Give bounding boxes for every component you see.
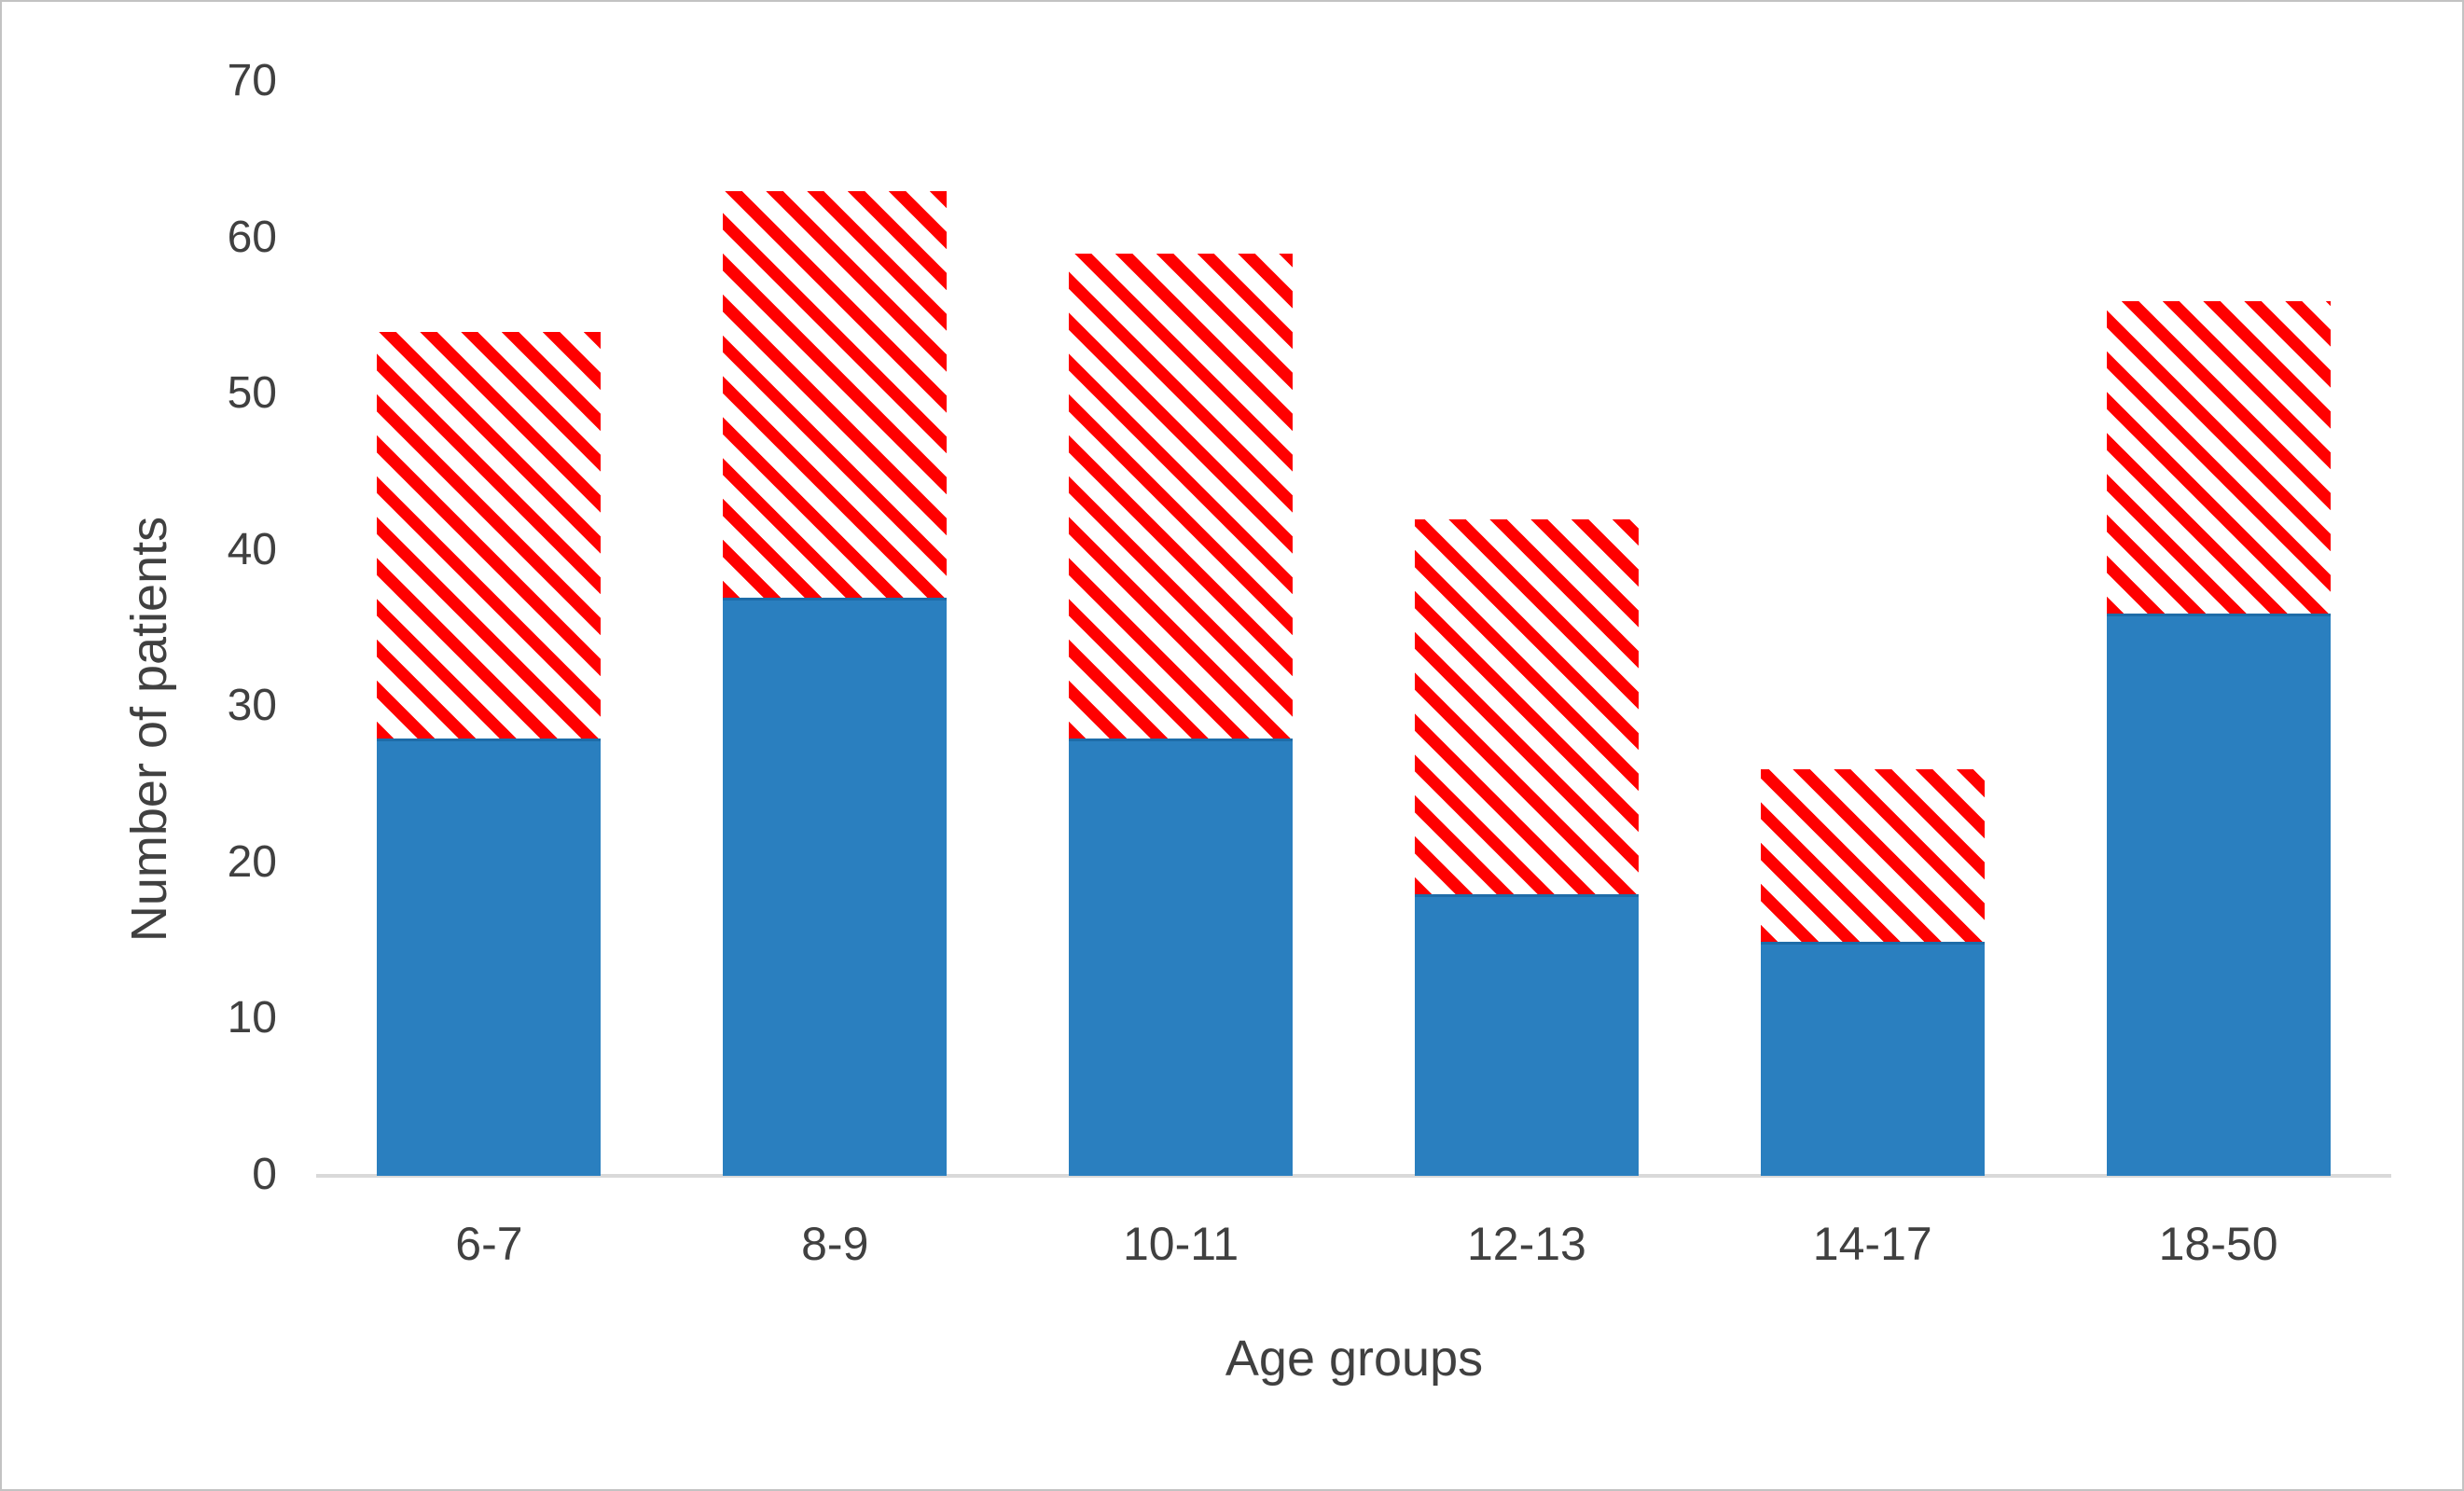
solid-blue-segment [1760, 941, 1985, 1176]
y-tick-label: 40 [227, 524, 277, 574]
x-tick-label: 6-7 [455, 1218, 523, 1270]
red-hatched-segment [377, 332, 602, 739]
y-tick-label: 0 [252, 1150, 277, 1199]
red-hatched-segment [1069, 254, 1294, 739]
red-hatched-segment [2106, 300, 2331, 614]
solid-blue-segment [2106, 613, 2331, 1176]
red-hatched-segment [1760, 769, 1985, 942]
solid-blue-segment [377, 738, 602, 1176]
x-axis-title: Age groups [1225, 1331, 1484, 1387]
solid-blue-segment [1069, 738, 1294, 1176]
y-tick-label: 20 [227, 836, 277, 887]
x-tick-label: 18-50 [2158, 1218, 2278, 1270]
y-tick-label: 30 [227, 681, 277, 731]
x-tick-label: 8-9 [801, 1218, 869, 1270]
solid-blue-segment [1414, 894, 1639, 1176]
red-hatched-segment [1414, 519, 1639, 895]
y-axis-title: Number of patients [121, 516, 177, 943]
plot-area: 0 10 20 30 40 50 60 70 6-7 8-9 10-11 12-13 14-17 18-5… [228, 59, 2391, 1267]
y-tick-label: 50 [227, 368, 277, 419]
y-tick-label: 60 [227, 212, 277, 262]
x-tick-label: 14-17 [1812, 1218, 1932, 1270]
solid-blue-segment [723, 597, 948, 1176]
x-tick-label: 12-13 [1466, 1218, 1586, 1270]
x-axis-baseline [316, 1174, 2391, 1178]
x-tick-label: 10-11 [1122, 1218, 1239, 1270]
y-tick-label: 70 [227, 56, 277, 105]
red-hatched-segment [723, 191, 948, 598]
y-tick-label: 10 [227, 993, 277, 1043]
